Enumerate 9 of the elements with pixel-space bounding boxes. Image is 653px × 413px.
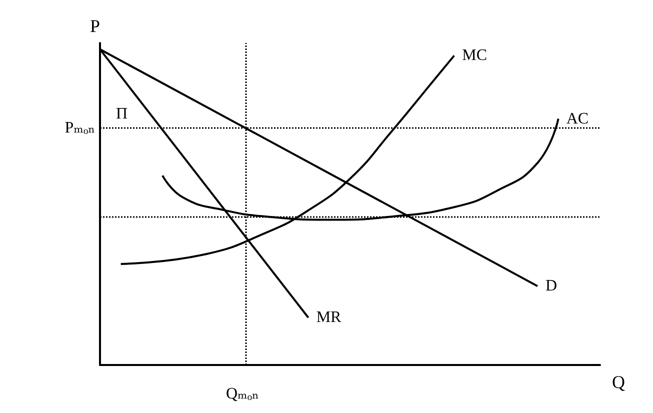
series-label: D — [546, 278, 558, 295]
ref-line-label: Pₘₒₙ — [64, 120, 96, 137]
text: Qₘₒₙ — [226, 386, 259, 402]
y-axis-title: P — [90, 16, 100, 36]
series-label: MR — [316, 309, 342, 326]
x-axis-title: Q — [612, 372, 625, 392]
series-label: AC — [566, 110, 589, 128]
annotation: Π — [116, 106, 128, 122]
series-label: MC — [462, 47, 488, 64]
